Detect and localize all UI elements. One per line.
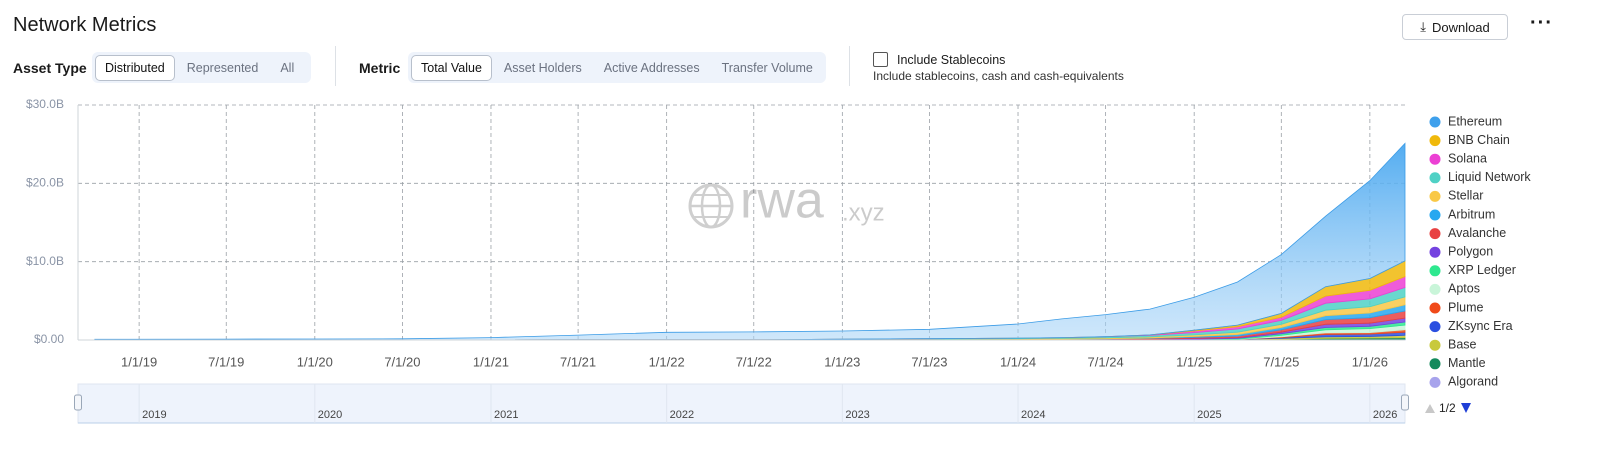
legend-page: 1/2 [1439, 401, 1456, 415]
x-tick-label: 7/1/19 [208, 354, 244, 369]
legend-label: Ethereum [1448, 114, 1502, 128]
legend-swatch [1429, 135, 1441, 147]
axes: $0.00 $10.0B $20.0B $30.0B 1/1/19 7/1/19 1/1/2… [26, 97, 1405, 369]
checkbox-label: Include Stablecoins [897, 53, 1006, 67]
download-label: Download [1431, 19, 1490, 35]
navigator-handle[interactable] [1401, 394, 1409, 411]
filter-label: Asset Type [13, 60, 87, 76]
legend-swatch [1429, 265, 1441, 277]
filter-option[interactable]: All [280, 60, 295, 75]
navigator-label: 2023 [845, 409, 869, 421]
download-button[interactable]: ⤓ Download [1402, 14, 1508, 40]
watermark-globe [700, 183, 722, 229]
filter-option[interactable]: Active Addresses [603, 60, 700, 75]
legend-label: Algorand [1448, 375, 1498, 389]
legend-swatch [1429, 339, 1441, 351]
watermark-text: rwa [740, 172, 824, 230]
filter-option[interactable]: Total Value [411, 54, 492, 81]
y-tick-label: $10.0B [26, 254, 64, 268]
legend-label: Mantle [1448, 356, 1486, 370]
navigator-label: 2022 [670, 409, 694, 421]
legend-swatch [1429, 116, 1441, 128]
x-tick-label: 1/1/25 [1176, 354, 1212, 369]
legend-next[interactable] [1461, 403, 1471, 413]
watermark-suffix: .xyz [842, 199, 885, 226]
y-tick-label: $0.00 [34, 332, 64, 346]
legend-swatch [1429, 190, 1441, 202]
navigator-band [77, 383, 1406, 424]
navigator-label: 2026 [1373, 409, 1397, 421]
x-tick-label: 7/1/25 [1263, 354, 1299, 369]
legend-label: ZKsync Era [1448, 319, 1513, 333]
divider [849, 46, 850, 86]
navigator-label: 2025 [1197, 409, 1221, 421]
x-tick-label: 7/1/22 [736, 354, 772, 369]
divider [335, 46, 336, 86]
x-tick-label: 1/1/21 [473, 354, 509, 369]
navigator-label: 2020 [318, 409, 342, 421]
filter-option[interactable]: Transfer Volume [721, 60, 813, 75]
legend-label: Arbitrum [1448, 207, 1495, 221]
y-tick-label: $20.0B [26, 176, 64, 190]
download-icon: ⤓ [1420, 19, 1426, 34]
legend-swatch [1429, 172, 1441, 184]
legend-label: Aptos [1448, 282, 1480, 296]
x-tick-label: 1/1/26 [1352, 354, 1388, 369]
legend-swatch [1429, 209, 1441, 221]
y-tick-label: $30.0B [26, 97, 64, 111]
legend-swatch [1429, 228, 1441, 240]
legend-label: Solana [1448, 151, 1487, 165]
x-tick-label: 1/1/22 [649, 354, 685, 369]
legend-label: Stellar [1448, 189, 1483, 203]
filter-label: Metric [359, 60, 401, 76]
legend-swatch [1429, 246, 1441, 258]
x-tick-label: 7/1/23 [911, 354, 947, 369]
navigator-label: 2019 [142, 409, 166, 421]
watermark-globe [688, 183, 734, 229]
legend-swatch [1429, 321, 1441, 333]
x-tick-label: 1/1/19 [121, 354, 157, 369]
page-title: Network Metrics [13, 14, 157, 36]
navigator-label: 2024 [1021, 409, 1045, 421]
x-tick-label: 7/1/21 [560, 354, 596, 369]
watermark: rwa .xyz [688, 172, 885, 230]
filter-option[interactable]: Asset Holders [503, 60, 582, 75]
filter-option[interactable]: Represented [186, 60, 259, 75]
checkbox-hint: Include stablecoins, cash and cash-equiv… [873, 69, 1124, 83]
x-tick-label: 7/1/24 [1088, 354, 1124, 369]
navigator: 2019 2020 2021 2022 2023 2024 2025 2026 [74, 383, 1409, 424]
asset-type-control: Distributed Represented All [92, 52, 311, 83]
legend-label: Liquid Network [1448, 170, 1531, 184]
more-menu[interactable]: ··· [1530, 12, 1553, 34]
legend-swatch [1429, 153, 1441, 165]
legend-label: Avalanche [1448, 226, 1506, 240]
navigator-label: 2021 [494, 409, 518, 421]
metric-control: Total Value Asset Holders Active Addresses… [408, 52, 826, 83]
legend-label: Polygon [1448, 244, 1493, 258]
x-tick-label: 1/1/24 [1000, 354, 1036, 369]
stablecoin-checkbox[interactable] [873, 52, 888, 67]
legend-label: Base [1448, 337, 1477, 351]
x-tick-label: 1/1/23 [824, 354, 860, 369]
legend: Ethereum BNB Chain Solana Liquid Network Ste… [1425, 114, 1531, 415]
navigator-handle[interactable] [74, 394, 82, 411]
legend-label: Plume [1448, 300, 1483, 314]
x-tick-label: 7/1/20 [384, 354, 420, 369]
legend-swatch [1429, 358, 1441, 370]
legend-swatch [1429, 376, 1441, 388]
legend-swatch [1429, 283, 1441, 295]
legend-label: BNB Chain [1448, 133, 1510, 147]
filter-option[interactable]: Distributed [95, 54, 175, 81]
legend-prev [1425, 404, 1435, 413]
x-tick-label: 1/1/20 [297, 354, 333, 369]
legend-label: XRP Ledger [1448, 263, 1516, 277]
legend-swatch [1429, 302, 1441, 314]
